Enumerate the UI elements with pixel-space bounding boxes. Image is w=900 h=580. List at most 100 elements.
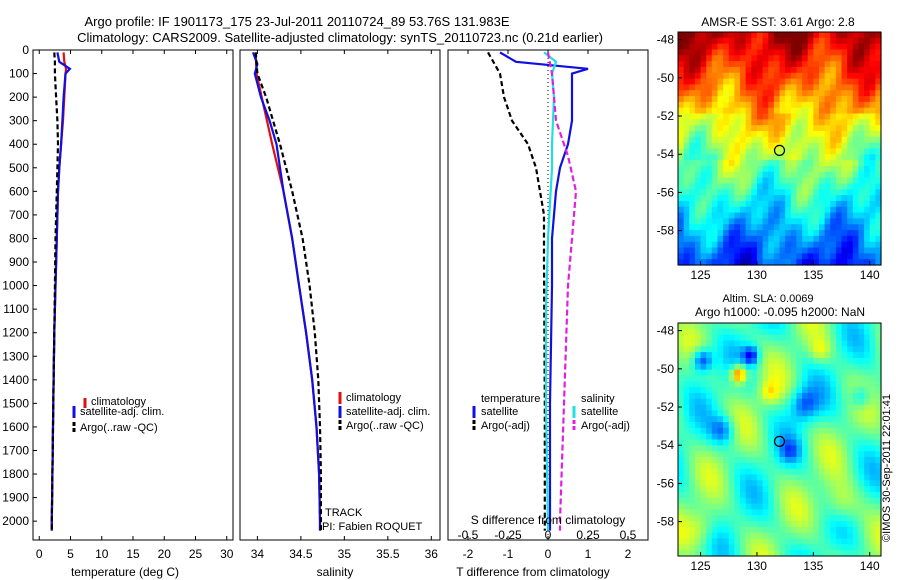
heatmap-cell	[847, 142, 854, 150]
heatmap-cell	[745, 113, 752, 120]
heatmap-cell	[751, 171, 758, 179]
heatmap-cell	[745, 346, 752, 353]
heatmap-cell	[796, 538, 803, 545]
heatmap-cell	[818, 218, 826, 225]
heatmap-cell	[700, 392, 707, 400]
heatmap-cell	[869, 456, 876, 464]
heatmap-cell	[813, 509, 820, 516]
heatmap-cell	[802, 433, 809, 441]
heatmap-cell	[762, 37, 769, 45]
heatmap-cell	[678, 323, 685, 330]
heatmap-cell	[678, 131, 685, 138]
heatmap-cell	[807, 538, 814, 545]
heatmap-cell	[706, 363, 713, 371]
heatmap-cell	[824, 96, 831, 103]
heatmap-cell	[785, 148, 792, 155]
heatmap-cell	[824, 456, 831, 464]
heatmap-cell	[858, 72, 865, 80]
heatmap-cell	[796, 148, 803, 155]
heatmap-cell	[835, 357, 843, 365]
heatmap-cell	[852, 369, 860, 377]
heatmap-cell	[835, 340, 843, 347]
heatmap-cell	[818, 253, 826, 260]
heatmap-cell	[683, 119, 690, 126]
figure-title-line2: Climatology: CARS2009. Satellite-adjuste…	[77, 30, 603, 45]
heatmap-cell	[734, 43, 741, 51]
heatmap-cell	[745, 247, 752, 254]
heatmap-cell	[858, 550, 865, 557]
heatmap-cell	[678, 486, 685, 493]
heatmap-cell	[678, 218, 685, 225]
heatmap-cell	[745, 468, 752, 476]
heatmap-cell	[802, 43, 809, 51]
heatmap-cell	[728, 206, 735, 214]
heatmap-cell	[678, 474, 685, 481]
heatmap-cell	[689, 323, 696, 330]
heatmap-cell	[756, 119, 764, 126]
heatmap-cell	[875, 369, 882, 377]
heatmap-cell	[785, 323, 792, 330]
heatmap-cell	[835, 462, 843, 470]
heatmap-cell	[773, 416, 781, 423]
heatmap-cell	[734, 526, 741, 534]
heatmap-cell	[773, 259, 781, 266]
heatmap-cell	[869, 224, 876, 231]
heatmap-cell	[824, 387, 831, 394]
heatmap-cell	[852, 125, 860, 132]
heatmap-cell	[723, 259, 730, 266]
heatmap-cell	[728, 72, 735, 80]
heatmap-cell	[869, 61, 876, 68]
heatmap-cell	[852, 189, 860, 196]
heatmap-cell	[756, 456, 764, 464]
heatmap-cell	[830, 544, 837, 551]
heatmap-cell	[728, 113, 735, 120]
heatmap-cell	[864, 503, 871, 510]
heatmap-cell	[852, 398, 860, 406]
heatmap-cell	[711, 43, 719, 51]
heatmap-cell	[790, 200, 798, 208]
heatmap-cell	[813, 131, 820, 138]
heatmap-cell	[835, 526, 843, 534]
heatmap-cell	[683, 218, 690, 225]
heatmap-cell	[694, 323, 702, 330]
heatmap-cell	[689, 230, 696, 237]
heatmap-cell	[706, 55, 713, 62]
heatmap-cell	[875, 142, 882, 150]
heatmap-cell	[711, 101, 719, 109]
heatmap-cell	[779, 497, 786, 505]
y-tick-label: 1000	[2, 279, 29, 293]
sla-heatmap	[678, 323, 882, 557]
heatmap-cell	[875, 363, 882, 371]
heatmap-cell	[734, 55, 741, 62]
heatmap-cell	[751, 37, 758, 45]
heatmap-cell	[728, 212, 735, 219]
heatmap-cell	[711, 480, 719, 487]
heatmap-cell	[717, 37, 724, 45]
heatmap-cell	[740, 119, 747, 126]
heatmap-cell	[723, 544, 730, 551]
heatmap-cell	[683, 96, 690, 103]
heatmap-cell	[835, 456, 843, 464]
heatmap-cell	[864, 404, 871, 411]
heatmap-cell	[824, 131, 831, 138]
heatmap-cell	[711, 113, 719, 120]
heatmap-cell	[841, 37, 848, 45]
heatmap-cell	[728, 532, 735, 540]
heatmap-cell	[858, 101, 865, 109]
heatmap-cell	[841, 241, 848, 249]
heatmap-cell	[830, 381, 837, 388]
heatmap-cell	[723, 142, 730, 150]
heatmap-cell	[847, 154, 854, 161]
heatmap-cell	[678, 119, 685, 126]
heatmap-cell	[869, 235, 876, 243]
heatmap-cell	[869, 503, 876, 510]
heatmap-cell	[813, 259, 820, 266]
heatmap-cell	[841, 101, 848, 109]
heatmap-cell	[785, 392, 792, 400]
heatmap-cell	[852, 165, 860, 173]
heatmap-cell	[779, 369, 786, 377]
heatmap-cell	[751, 61, 758, 68]
heatmap-cell	[830, 369, 837, 377]
heatmap-cell	[807, 357, 814, 365]
heatmap-cell	[830, 404, 837, 411]
